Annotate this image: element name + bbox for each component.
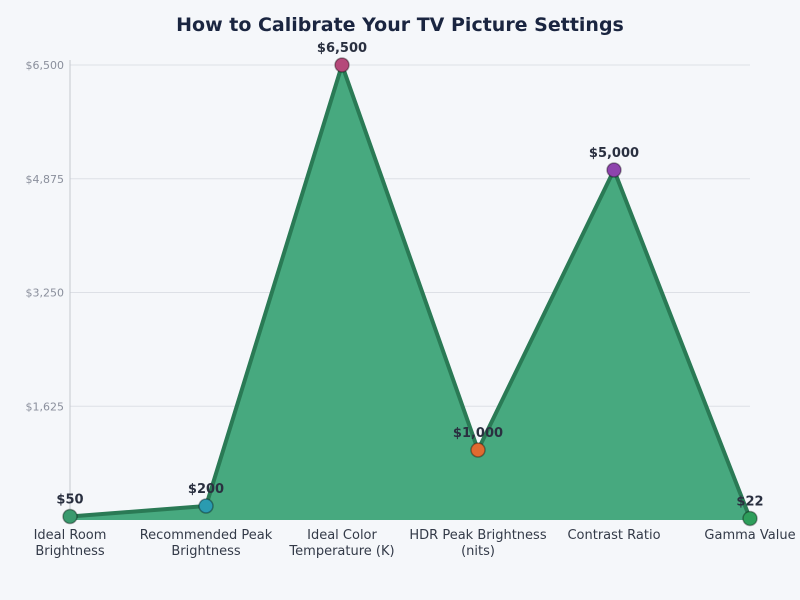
data-point-marker	[606, 162, 622, 178]
x-tick-label: Contrast Ratio	[567, 528, 660, 543]
area-fill	[70, 65, 750, 520]
chart-title: How to Calibrate Your TV Picture Setting…	[176, 14, 624, 36]
x-tick-label: Ideal Room	[34, 528, 107, 543]
x-tick-label: Brightness	[35, 544, 104, 559]
data-point-marker	[334, 57, 350, 73]
data-point-marker	[62, 508, 78, 525]
x-tick-label: Gamma Value	[704, 528, 795, 543]
data-label: $50	[56, 493, 83, 508]
data-point-marker	[198, 498, 214, 514]
x-tick-label: HDR Peak Brightness	[409, 528, 546, 543]
x-tick-label: (nits)	[461, 544, 495, 559]
data-label: $6,500	[317, 41, 367, 56]
data-label: $200	[188, 482, 224, 497]
x-tick-label: Ideal Color	[307, 528, 377, 543]
data-label: $5,000	[589, 146, 639, 161]
y-tick-label: $4,875	[26, 173, 65, 186]
area-line	[69, 63, 752, 520]
data-point-marker	[742, 510, 758, 527]
data-label: $1,000	[453, 426, 503, 441]
y-tick-label: $3,250	[26, 287, 65, 300]
data-point-marker	[470, 442, 486, 458]
y-tick-label: $1,625	[26, 400, 65, 413]
x-tick-label: Recommended Peak	[140, 528, 273, 543]
y-tick-label: $6,500	[26, 59, 65, 72]
x-tick-label: Brightness	[171, 544, 240, 559]
data-label: $22	[736, 494, 763, 509]
x-tick-label: Temperature (K)	[288, 544, 394, 559]
